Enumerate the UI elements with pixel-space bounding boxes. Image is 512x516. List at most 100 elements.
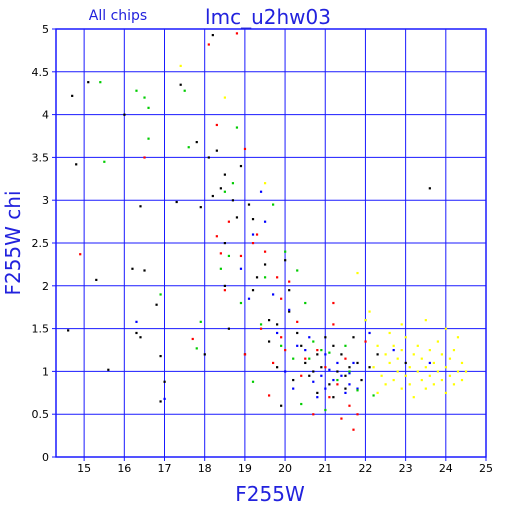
- data-point: [332, 396, 335, 399]
- data-point: [336, 361, 339, 365]
- chart-title: lmc_u2hw03: [205, 5, 331, 29]
- data-point: [348, 383, 351, 386]
- data-point: [316, 353, 319, 356]
- data-point: [332, 378, 335, 382]
- data-point: [460, 361, 464, 365]
- data-point: [336, 378, 339, 382]
- y-tick-label: 2.5: [32, 237, 50, 250]
- data-point: [412, 396, 415, 399]
- data-point: [368, 310, 371, 313]
- data-point: [135, 331, 138, 335]
- data-point: [272, 293, 275, 296]
- data-point: [131, 267, 134, 270]
- data-point: [344, 387, 347, 390]
- data-point: [284, 370, 287, 373]
- x-tick-label: 24: [439, 462, 453, 475]
- data-point: [420, 378, 423, 382]
- data-point: [368, 366, 371, 369]
- data-point: [99, 81, 102, 84]
- data-point: [340, 353, 343, 356]
- data-point: [304, 361, 307, 365]
- x-tick-label: 23: [399, 462, 413, 475]
- y-tick-label: 2: [42, 280, 49, 293]
- data-point: [320, 349, 323, 352]
- data-point: [280, 404, 283, 407]
- y-tick-label: 5: [42, 23, 49, 36]
- data-point: [388, 331, 391, 335]
- data-point: [139, 336, 142, 339]
- data-point: [348, 370, 351, 373]
- data-point: [211, 194, 214, 198]
- ticks-layer: 15 16 17 18 19 20 21 22 23 24 25 0 0.5 1 1.5 2 2.5 3 3.5 4 4…: [32, 23, 494, 475]
- data-point: [288, 289, 291, 292]
- data-point: [312, 340, 315, 343]
- data-point: [360, 378, 363, 382]
- data-point: [223, 96, 226, 99]
- data-point: [412, 353, 415, 356]
- data-point: [231, 199, 235, 202]
- data-point: [392, 344, 395, 347]
- data-point: [143, 269, 146, 272]
- data-point: [440, 353, 443, 356]
- data-point: [280, 297, 283, 300]
- data-point: [452, 383, 456, 386]
- data-point: [376, 391, 379, 394]
- data-point: [416, 370, 419, 373]
- data-point: [340, 417, 343, 420]
- data-point: [292, 378, 295, 382]
- x-tick-label: 18: [198, 462, 212, 475]
- data-point: [464, 370, 468, 373]
- data-point: [368, 331, 371, 335]
- data-point: [75, 163, 78, 166]
- data-point: [404, 336, 407, 339]
- data-point: [235, 216, 239, 219]
- data-point: [320, 366, 323, 369]
- x-tick-label: 15: [77, 462, 91, 475]
- data-point: [288, 308, 291, 311]
- data-point: [384, 353, 387, 356]
- data-point: [135, 89, 138, 92]
- data-point: [187, 146, 190, 149]
- data-point: [239, 267, 243, 270]
- data-point: [448, 357, 452, 360]
- data-point: [388, 361, 391, 365]
- data-point: [219, 187, 222, 190]
- data-point: [280, 336, 283, 339]
- data-point: [444, 366, 448, 369]
- data-point: [324, 366, 327, 369]
- data-point: [272, 203, 275, 206]
- data-point: [239, 254, 243, 258]
- data-point: [259, 323, 263, 326]
- data-point: [348, 372, 351, 375]
- data-point: [372, 394, 375, 397]
- data-point: [428, 349, 431, 352]
- data-point: [400, 349, 403, 352]
- data-point: [428, 187, 431, 190]
- data-point: [227, 327, 231, 330]
- x-tick-label: 16: [117, 462, 131, 475]
- data-point: [296, 331, 299, 335]
- data-point: [276, 323, 279, 326]
- data-point: [267, 394, 271, 397]
- data-point: [147, 137, 150, 140]
- data-point: [308, 357, 311, 360]
- data-point: [424, 366, 427, 369]
- data-point: [215, 235, 218, 238]
- data-point: [308, 374, 311, 377]
- data-point: [199, 320, 202, 323]
- data-point: [328, 368, 331, 371]
- data-point: [247, 203, 251, 206]
- x-axis-label: F255W: [235, 482, 305, 506]
- data-point: [223, 173, 226, 176]
- data-point: [352, 336, 355, 339]
- data-point: [456, 336, 460, 339]
- data-point: [251, 289, 255, 292]
- data-point: [448, 374, 452, 377]
- data-point: [159, 400, 162, 403]
- data-point: [263, 182, 267, 185]
- data-point: [328, 351, 331, 354]
- data-point: [292, 387, 295, 390]
- data-point: [300, 344, 303, 347]
- data-point: [344, 374, 347, 377]
